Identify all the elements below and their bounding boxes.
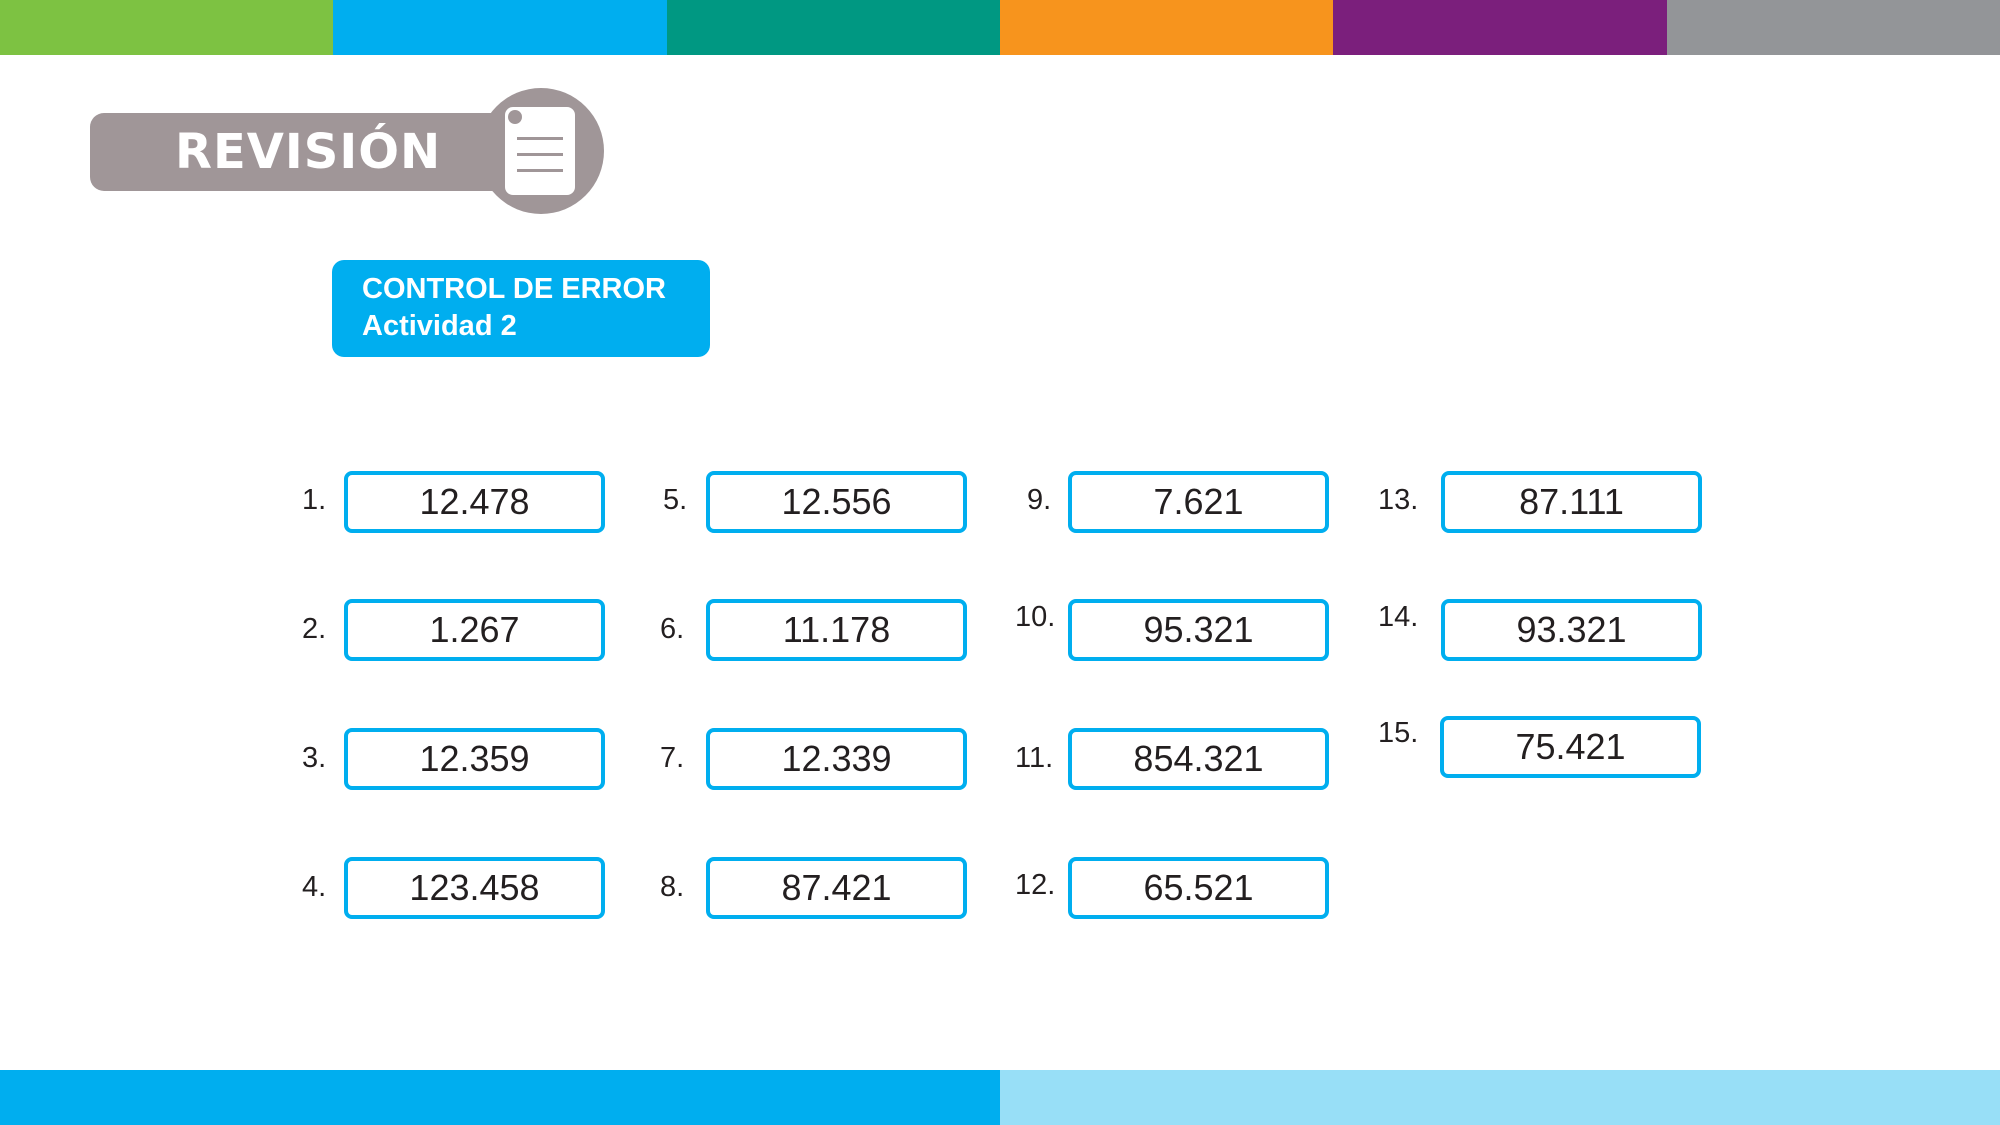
bottom-color-strip bbox=[0, 1070, 2000, 1125]
answer-number: 8. bbox=[660, 871, 685, 903]
strip-teal bbox=[666, 0, 1000, 55]
answer-number: 5. bbox=[663, 484, 688, 516]
top-color-strip bbox=[0, 0, 2000, 55]
answer-number: 15. bbox=[1378, 717, 1419, 749]
answer-number: 9. bbox=[1027, 484, 1052, 516]
answer-box: 11.178 bbox=[706, 599, 967, 661]
bottom-strip-blue bbox=[0, 1070, 1000, 1125]
strip-orange bbox=[999, 0, 1334, 55]
answer-number: 12. bbox=[1015, 869, 1056, 901]
answer-number: 3. bbox=[302, 742, 327, 774]
answer-number: 10. bbox=[1015, 601, 1056, 633]
answer-box: 93.321 bbox=[1441, 599, 1702, 661]
answer-number: 1. bbox=[302, 484, 327, 516]
answer-number: 13. bbox=[1378, 484, 1419, 516]
answer-number: 2. bbox=[302, 613, 327, 645]
answer-box: 12.478 bbox=[344, 471, 605, 533]
answer-box: 75.421 bbox=[1440, 716, 1701, 778]
document-icon-line bbox=[517, 153, 563, 156]
answer-box: 7.621 bbox=[1068, 471, 1329, 533]
answer-box: 1.267 bbox=[344, 599, 605, 661]
strip-purple bbox=[1333, 0, 1667, 55]
answer-box: 87.111 bbox=[1441, 471, 1702, 533]
answer-box: 854.321 bbox=[1068, 728, 1329, 790]
strip-gray bbox=[1666, 0, 2000, 55]
strip-green bbox=[0, 0, 334, 55]
revision-title: REVISIÓN bbox=[175, 124, 442, 180]
answer-box: 12.359 bbox=[344, 728, 605, 790]
document-icon-line bbox=[517, 169, 563, 172]
answer-box: 87.421 bbox=[706, 857, 967, 919]
control-title: CONTROL DE ERROR bbox=[362, 273, 666, 305]
answer-box: 123.458 bbox=[344, 857, 605, 919]
answer-number: 7. bbox=[660, 742, 685, 774]
answer-box: 95.321 bbox=[1068, 599, 1329, 661]
control-de-error-box: CONTROL DE ERROR Actividad 2 bbox=[332, 260, 710, 357]
answer-number: 4. bbox=[302, 871, 327, 903]
document-icon-line bbox=[517, 137, 563, 140]
answer-number: 11. bbox=[1015, 742, 1054, 774]
document-icon bbox=[505, 107, 575, 195]
control-subtitle: Actividad 2 bbox=[362, 310, 517, 342]
answer-box: 12.556 bbox=[706, 471, 967, 533]
revision-tab: REVISIÓN bbox=[90, 113, 520, 191]
answer-box: 12.339 bbox=[706, 728, 967, 790]
answer-box: 65.521 bbox=[1068, 857, 1329, 919]
answer-number: 6. bbox=[660, 613, 685, 645]
answer-number: 14. bbox=[1378, 601, 1419, 633]
bottom-strip-light-blue bbox=[1000, 1070, 2000, 1125]
strip-blue bbox=[333, 0, 667, 55]
document-icon-hole bbox=[508, 110, 522, 124]
